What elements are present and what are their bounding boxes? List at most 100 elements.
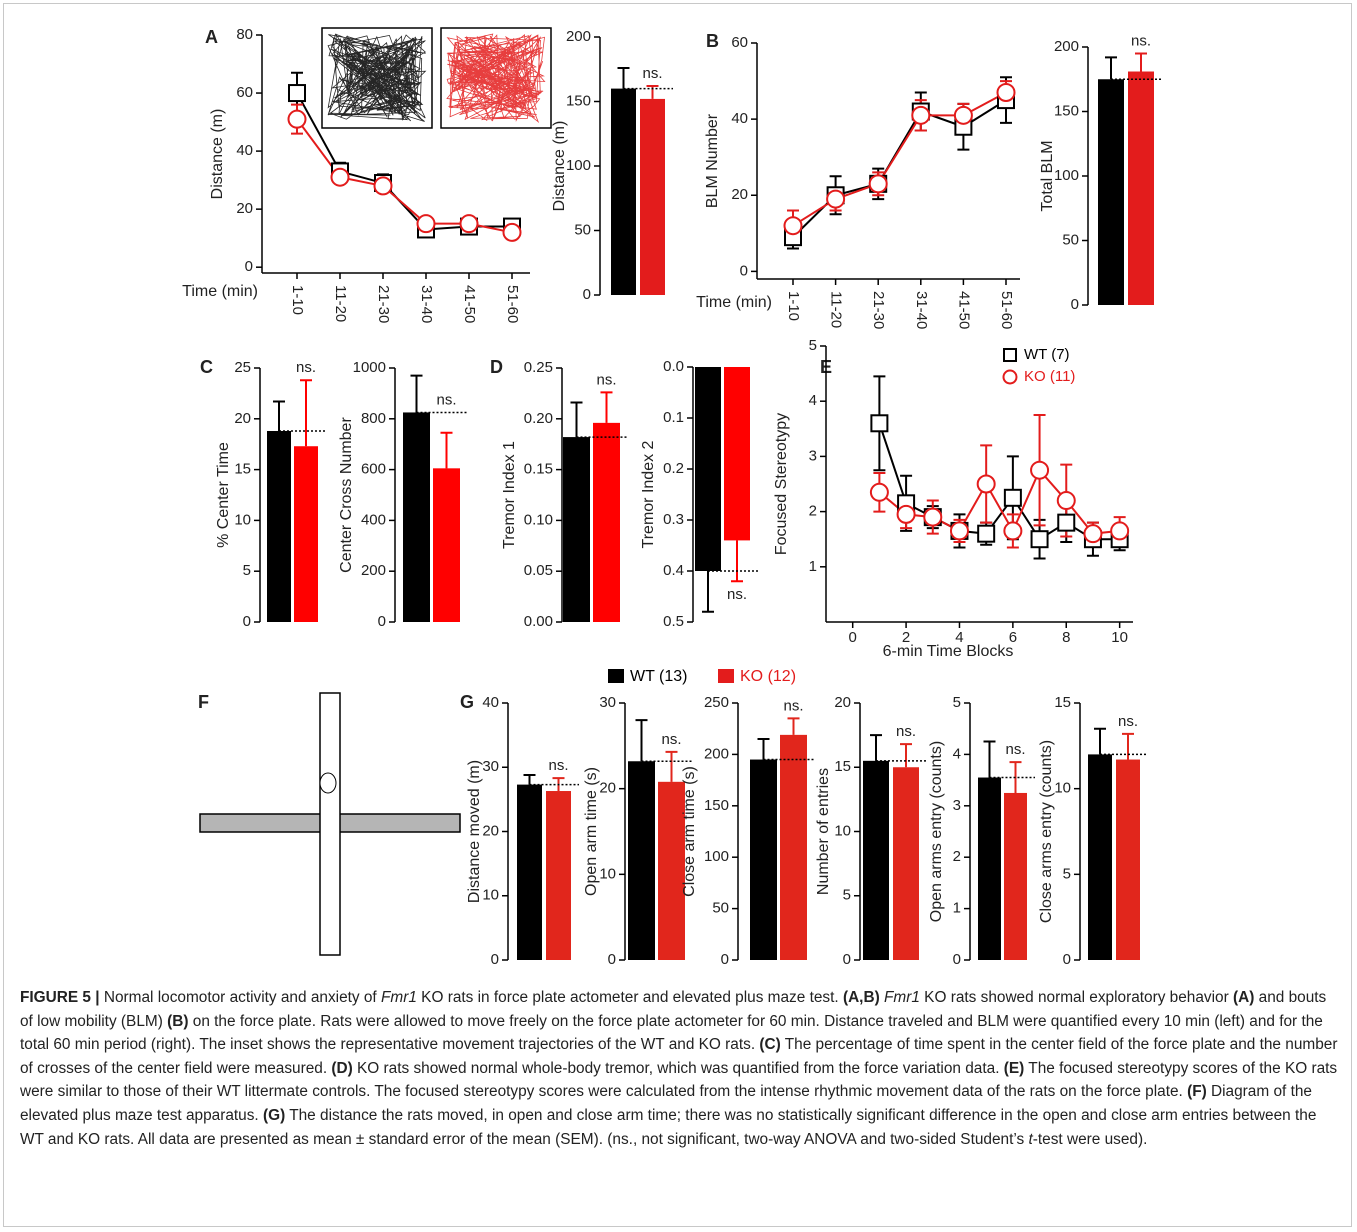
y-tick-label: 150 (1054, 102, 1079, 119)
legend-marker (1002, 369, 1018, 385)
marker (896, 504, 916, 524)
panel-label: C (200, 357, 213, 377)
y-tick-label: 0 (245, 258, 253, 275)
annotation: ns. (1118, 713, 1138, 730)
error-bar (787, 717, 800, 735)
y-tick-label: 3 (809, 447, 817, 464)
bar (1128, 71, 1154, 305)
error-bar (983, 740, 996, 778)
y-tick-label: 0.1 (663, 409, 684, 426)
y-tick-label: 15 (234, 461, 251, 478)
y-axis-label: Tremor Index 2 (640, 440, 657, 548)
y-tick-label: 0.3 (663, 511, 684, 528)
marker (783, 216, 803, 236)
legend-label: KO (12) (740, 668, 796, 685)
y-tick-label: 0.10 (524, 511, 553, 528)
y-tick-label: 20 (599, 780, 616, 797)
marker (1003, 488, 1022, 507)
error-bar (635, 719, 648, 762)
legend-label: WT (7) (1024, 346, 1070, 363)
error-bar (570, 401, 583, 438)
legend-marker (1003, 348, 1017, 362)
y-axis-label: % Center Time (215, 442, 232, 548)
x-tick-label: 21-30 (375, 285, 392, 323)
error-bar (665, 750, 678, 782)
trajectory (327, 33, 427, 122)
y-tick-label: 10 (834, 822, 851, 839)
x-tick-label: 31-40 (913, 291, 930, 329)
y-tick-label: 20 (834, 694, 851, 711)
x-axis-label: Time (min) (696, 294, 772, 311)
marker (1003, 521, 1023, 541)
y-tick-label: 0.20 (524, 410, 553, 427)
y-tick-label: 5 (243, 562, 251, 579)
marker (1056, 491, 1076, 511)
error-bar (440, 431, 453, 469)
maze (199, 692, 461, 956)
panel-label: B (706, 31, 719, 51)
y-tick-label: 5 (809, 337, 817, 354)
y-tick-label: 0.0 (663, 358, 684, 375)
series-line (296, 118, 513, 234)
bar (294, 446, 318, 622)
caption-text: (B) (167, 1012, 189, 1030)
bar (628, 761, 655, 960)
y-axis-label: Open arm time (s) (583, 767, 600, 896)
y-tick-label: 80 (236, 26, 253, 43)
y-axis-label: Number of entries (815, 768, 832, 895)
y-tick-label: 5 (1063, 865, 1071, 882)
caption-text: (D) (331, 1059, 353, 1077)
y-tick-label: 0.2 (663, 460, 684, 477)
y-axis-label: Close arm time (s) (681, 766, 698, 897)
y-axis-label: Center Cross Number (338, 417, 355, 573)
caption-text: KO rats showed normal whole-body tremor,… (352, 1059, 1004, 1077)
annotation: ns. (296, 359, 316, 376)
caption-text: Normal locomotor activity and anxiety of (99, 989, 381, 1006)
y-axis-label: Distance moved (m) (466, 760, 483, 903)
y-tick-label: 0.25 (524, 359, 553, 376)
error-bar (600, 391, 613, 423)
x-tick-label: 51-60 (504, 285, 521, 323)
frame (3, 3, 1352, 1227)
annotation: ns. (436, 391, 456, 408)
bar (724, 367, 750, 541)
bar (1088, 754, 1112, 960)
y-tick-label: 0 (583, 286, 591, 303)
error-bar (1122, 732, 1134, 760)
x-tick-label: 51-60 (998, 291, 1015, 329)
caption-label: FIGURE 5 | (20, 989, 100, 1006)
y-tick-label: 10 (234, 511, 251, 528)
annotation: ns. (1005, 741, 1025, 758)
marker (288, 84, 306, 103)
annotation: ns. (548, 757, 568, 774)
bar (1004, 792, 1027, 960)
bar (640, 98, 665, 295)
caption-text: t (1028, 1130, 1033, 1148)
y-tick-label: 0.05 (524, 562, 553, 579)
legend-swatch (718, 669, 734, 683)
marker (911, 105, 931, 125)
y-tick-label: 5 (953, 694, 961, 711)
caption-text: (C) (759, 1036, 781, 1054)
y-tick-label: 0.15 (524, 461, 553, 478)
caption-text: on the force plate. Rats were allowed to… (20, 1012, 1323, 1054)
error-bar (1135, 52, 1147, 72)
x-tick-label: 11-20 (332, 285, 349, 322)
y-axis-label: Tremor Index 1 (501, 441, 518, 549)
y-tick-label: 0.4 (663, 562, 684, 579)
y-tick-label: 150 (704, 797, 729, 814)
y-tick-label: 1 (953, 900, 961, 917)
y-tick-label: 0.5 (663, 613, 684, 630)
caption-text: (E) (1003, 1059, 1025, 1077)
caption-text: (F) (1187, 1083, 1207, 1101)
y-axis-label: Focused Stereotypy (773, 413, 790, 555)
legend-label: KO (11) (1024, 368, 1075, 385)
marker (1110, 521, 1130, 541)
y-tick-label: 25 (234, 359, 251, 376)
marker (949, 521, 969, 541)
series-line (792, 91, 1007, 227)
marker (868, 174, 888, 194)
error-bar (410, 374, 423, 413)
bar (1116, 759, 1140, 960)
bar (517, 784, 542, 960)
